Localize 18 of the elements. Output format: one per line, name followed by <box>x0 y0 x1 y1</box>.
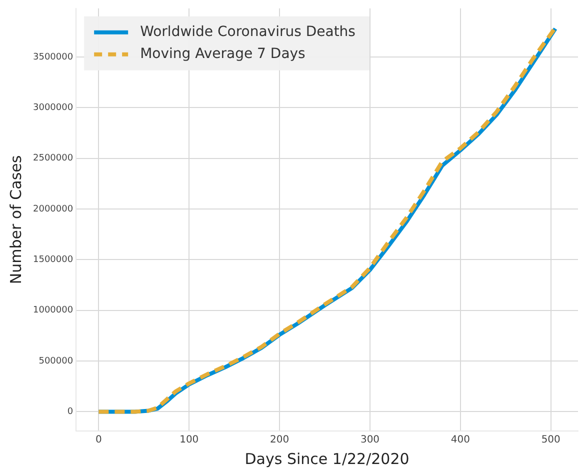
x-tick-label: 100 <box>180 434 199 446</box>
y-tick-label: 1500000 <box>32 255 74 266</box>
y-axis-title: Number of Cases <box>6 155 25 284</box>
y-tick-label: 2000000 <box>32 204 74 214</box>
x-tick-label: 300 <box>360 434 380 446</box>
y-tick-label: 0 <box>67 407 74 418</box>
y-tick-label: 1000000 <box>32 306 74 316</box>
y-tick-label: 2500000 <box>32 154 74 164</box>
x-tick-label: 400 <box>450 434 470 446</box>
x-tick-label: 0 <box>96 434 102 446</box>
legend-label: Worldwide Coronavirus Deaths <box>140 24 356 40</box>
x-tick-label: 200 <box>270 434 290 446</box>
y-tick-label: 3500000 <box>32 52 74 62</box>
y-tick-label: 500000 <box>38 356 74 366</box>
x-tick-label: 500 <box>541 434 560 446</box>
x-axis-title: Days Since 1/22/2020 <box>244 450 410 468</box>
legend-label: Moving Average 7 Days <box>140 46 306 62</box>
y-tick-label: 3000000 <box>32 103 74 114</box>
